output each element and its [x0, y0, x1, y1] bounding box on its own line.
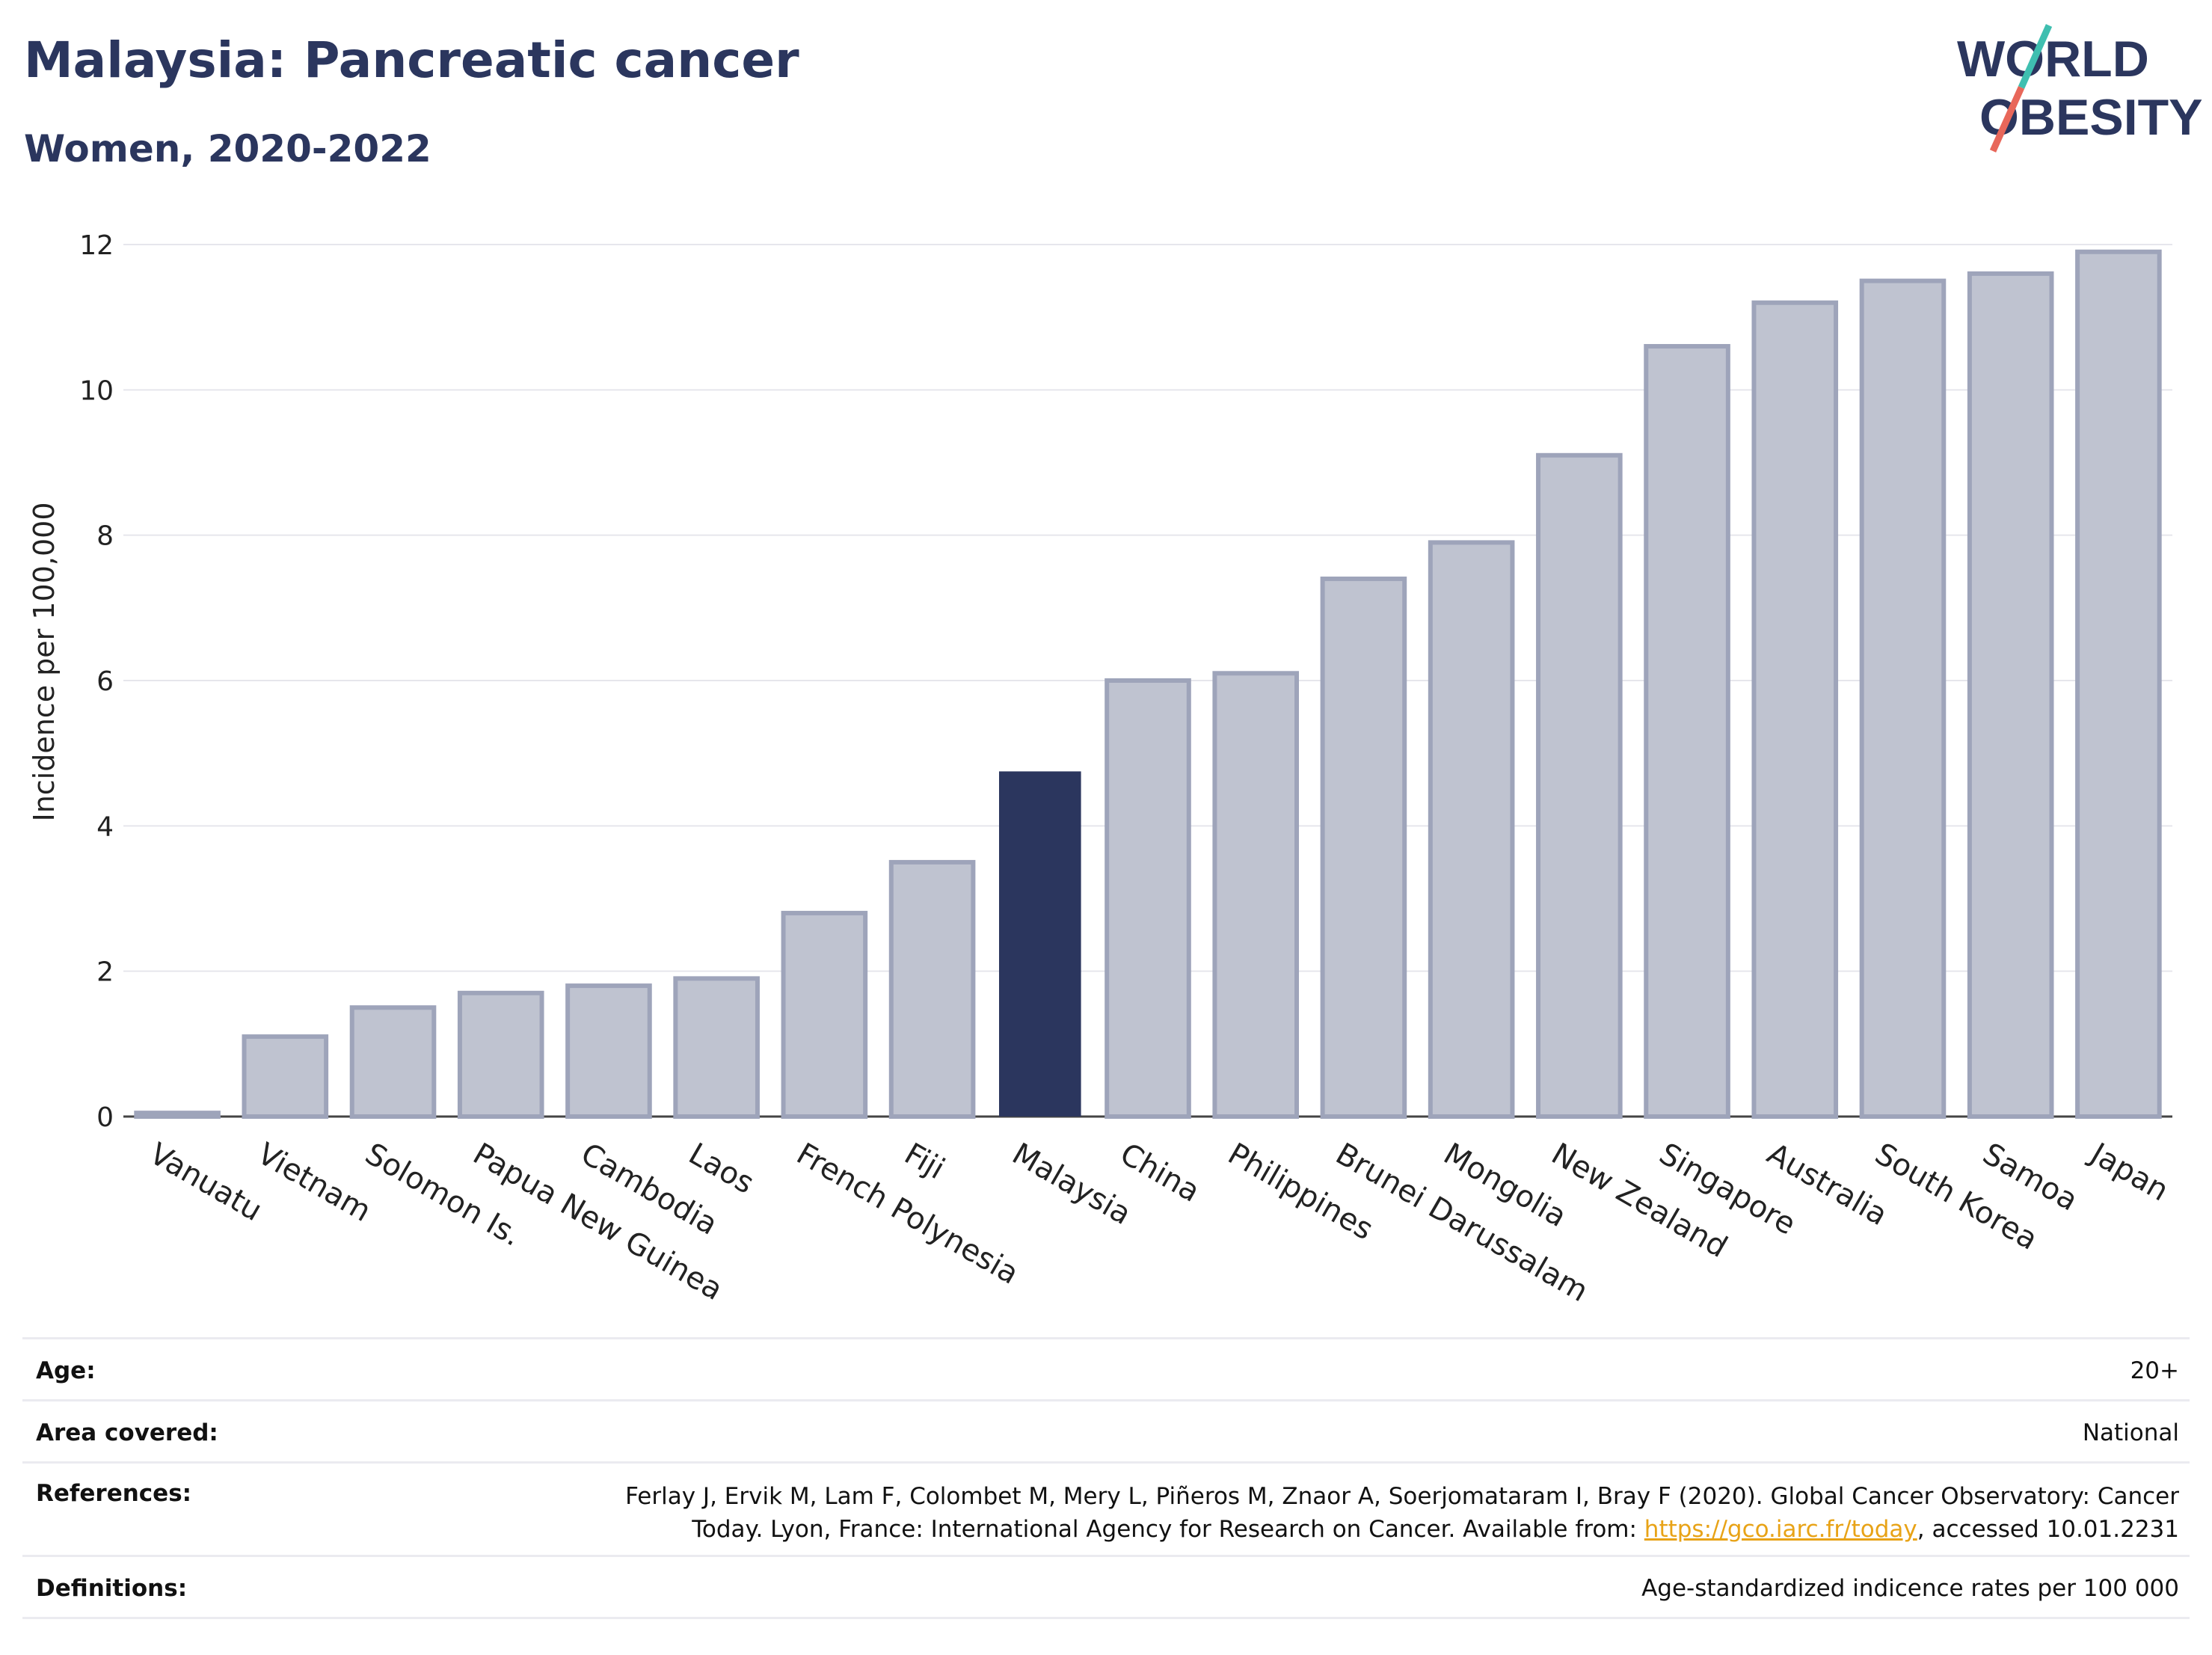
y-tick-label: 6 [96, 666, 114, 697]
bar-vanuatu[interactable] [134, 1111, 221, 1120]
x-tick-label: Laos [683, 1137, 760, 1201]
bar-cambodia[interactable] [565, 983, 652, 1119]
references-value: Ferlay J, Ervik M, Lam F, Colombet M, Me… [22, 1464, 2190, 1546]
x-tick-label: Fiji [899, 1137, 950, 1187]
area-value: National [2082, 1419, 2179, 1446]
bar-brunei-darussalam[interactable] [1320, 576, 1407, 1119]
bar-fiji[interactable] [888, 859, 976, 1119]
references-link[interactable]: https://gco.iarc.fr/today [1644, 1516, 1917, 1543]
logo-slash-teal [2018, 24, 2053, 89]
logo-slash-coral [1989, 86, 2025, 153]
references-line2-pre: Today. Lyon, France: International Agenc… [692, 1516, 1644, 1543]
x-tick-label: Vietnam [251, 1137, 376, 1229]
bar-solomon-is-[interactable] [349, 1005, 437, 1119]
references-label: References: [36, 1480, 192, 1507]
bar-australia[interactable] [1751, 300, 1839, 1120]
bar-vietnam[interactable] [242, 1034, 329, 1120]
bars [134, 249, 2162, 1120]
chart-title: Malaysia: Pancreatic cancer [24, 31, 799, 89]
bar-new-zealand[interactable] [1536, 452, 1623, 1119]
age-label: Age: [36, 1357, 96, 1384]
info-row-area: Area covered: National [22, 1399, 2190, 1461]
y-axis-label: Incidence per 100,000 [28, 502, 61, 821]
y-tick-label: 0 [96, 1102, 114, 1133]
y-tick-label: 10 [79, 375, 114, 406]
definitions-label: Definitions: [36, 1575, 188, 1602]
references-line2-post: , accessed 10.01.2231 [1917, 1516, 2179, 1543]
info-table: Age: 20+ Area covered: National Referenc… [22, 1337, 2190, 1619]
bar-mongolia[interactable] [1428, 540, 1515, 1119]
info-row-definitions: Definitions: Age-standardized indicence … [22, 1555, 2190, 1619]
bar-china[interactable] [1105, 678, 1191, 1119]
bar-philippines[interactable] [1212, 671, 1300, 1119]
y-tick-label: 2 [96, 957, 114, 988]
area-label: Area covered: [36, 1419, 218, 1446]
bar-singapore[interactable] [1644, 344, 1730, 1119]
bar-laos[interactable] [673, 976, 760, 1119]
world-obesity-logo: WORLD OBESITY [1957, 24, 2202, 153]
bar-french-polynesia[interactable] [781, 910, 868, 1120]
bar-papua-new-guinea[interactable] [457, 990, 544, 1119]
info-row-references: References: Ferlay J, Ervik M, Lam F, Co… [22, 1461, 2190, 1555]
y-tick-labels: 0 2 4 6 8 10 12 [79, 230, 114, 1133]
x-tick-label: Malaysia [1007, 1137, 1137, 1232]
y-tick-label: 8 [96, 521, 114, 552]
y-tick-label: 4 [96, 811, 114, 842]
x-tick-label: Japan [2083, 1135, 2174, 1208]
bar-south-korea[interactable] [1859, 278, 1947, 1119]
chart-subtitle: Women, 2020-2022 [24, 127, 431, 171]
bar-malaysia[interactable] [998, 771, 1081, 1117]
x-tick-label: Vanuatu [144, 1137, 268, 1228]
age-value: 20+ [2130, 1357, 2179, 1384]
logo-line1: WORLD [1957, 31, 2149, 87]
definitions-value: Age-standardized indicence rates per 100… [1641, 1575, 2179, 1602]
y-tick-label: 12 [79, 230, 114, 261]
references-line1: Ferlay J, Ervik M, Lam F, Colombet M, Me… [625, 1483, 2179, 1510]
bar-japan[interactable] [2075, 249, 2162, 1119]
bar-samoa[interactable] [1967, 271, 2054, 1119]
info-row-age: Age: 20+ [22, 1337, 2190, 1399]
